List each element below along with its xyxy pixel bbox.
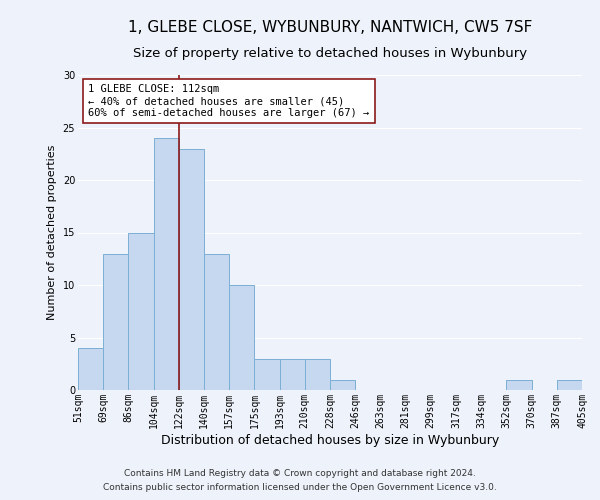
Bar bbox=[506, 380, 532, 390]
Y-axis label: Number of detached properties: Number of detached properties bbox=[47, 145, 57, 320]
Bar bbox=[229, 285, 254, 390]
Bar bbox=[254, 358, 280, 390]
Text: 1, GLEBE CLOSE, WYBUNBURY, NANTWICH, CW5 7SF: 1, GLEBE CLOSE, WYBUNBURY, NANTWICH, CW5… bbox=[128, 20, 532, 35]
Text: 1 GLEBE CLOSE: 112sqm
← 40% of detached houses are smaller (45)
60% of semi-deta: 1 GLEBE CLOSE: 112sqm ← 40% of detached … bbox=[88, 84, 370, 117]
X-axis label: Distribution of detached houses by size in Wybunbury: Distribution of detached houses by size … bbox=[161, 434, 499, 446]
Text: Contains public sector information licensed under the Open Government Licence v3: Contains public sector information licen… bbox=[103, 484, 497, 492]
Bar bbox=[305, 358, 330, 390]
Bar bbox=[280, 358, 305, 390]
Text: Size of property relative to detached houses in Wybunbury: Size of property relative to detached ho… bbox=[133, 48, 527, 60]
Bar bbox=[330, 380, 355, 390]
Bar bbox=[78, 348, 103, 390]
Bar bbox=[204, 254, 229, 390]
Text: Contains HM Land Registry data © Crown copyright and database right 2024.: Contains HM Land Registry data © Crown c… bbox=[124, 468, 476, 477]
Bar bbox=[179, 148, 204, 390]
Bar bbox=[154, 138, 179, 390]
Bar bbox=[103, 254, 128, 390]
Bar bbox=[557, 380, 582, 390]
Bar bbox=[128, 232, 154, 390]
